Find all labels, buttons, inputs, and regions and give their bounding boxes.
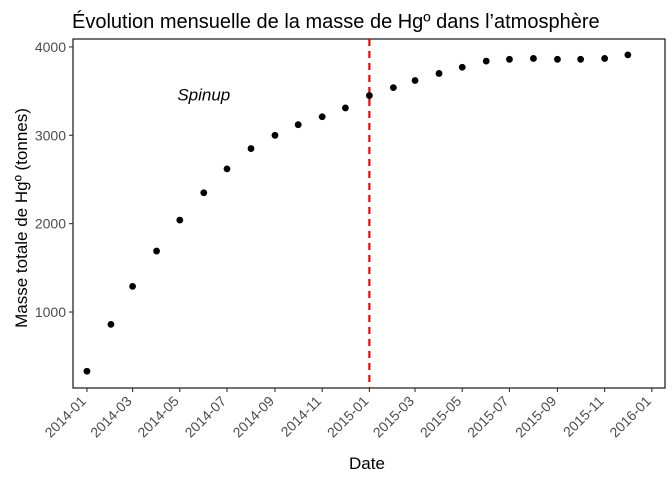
data-point (411, 77, 419, 84)
data-point (247, 145, 255, 152)
data-point (506, 55, 513, 63)
y-axis-label: Masse totale de Hgº (tonnes) (12, 108, 31, 328)
spinup-annotation: Spinup (177, 86, 230, 105)
data-point (223, 165, 231, 173)
x-tick-label: 2015-03 (370, 393, 418, 441)
chart-title: Évolution mensuelle de la masse de Hgº d… (72, 10, 600, 33)
x-tick-label: 2014-09 (229, 393, 277, 441)
data-point (458, 63, 466, 71)
data-point (624, 51, 632, 59)
data-point (341, 104, 349, 112)
data-point (271, 131, 279, 139)
data-point (200, 189, 208, 197)
y-tick-label: 2000 (35, 216, 66, 232)
data-point (129, 282, 136, 290)
data-point (153, 247, 160, 255)
y-tick-label: 4000 (35, 39, 66, 55)
data-point (601, 55, 609, 62)
x-tick-label: 2015-07 (464, 393, 512, 441)
x-tick-label: 2015-09 (512, 393, 560, 441)
x-tick-label: 2015-01 (324, 393, 372, 441)
x-axis-label: Date (349, 454, 385, 473)
x-tick-label: 2014-05 (134, 393, 182, 441)
x-tick-label: 2014-07 (181, 393, 229, 441)
x-tick-label: 2014-01 (41, 393, 89, 441)
x-tick-label: 2014-03 (87, 393, 135, 441)
data-point (318, 113, 326, 121)
data-point (365, 92, 373, 99)
y-tick-label: 1000 (35, 304, 66, 320)
data-point (294, 121, 302, 129)
x-tick-label: 2015-05 (417, 393, 465, 441)
x-tick-label: 2014-11 (277, 393, 324, 440)
data-point (530, 55, 537, 62)
data-point (435, 70, 443, 77)
data-point (176, 216, 184, 224)
data-point (389, 84, 397, 91)
x-tick-label: 2016-01 (606, 393, 654, 441)
y-tick-label: 3000 (35, 127, 66, 143)
data-point (107, 320, 115, 328)
data-point (577, 55, 585, 63)
x-tick-label: 2015-11 (560, 393, 607, 440)
data-point (482, 57, 490, 65)
data-point (83, 367, 91, 375)
data-point (554, 55, 561, 63)
